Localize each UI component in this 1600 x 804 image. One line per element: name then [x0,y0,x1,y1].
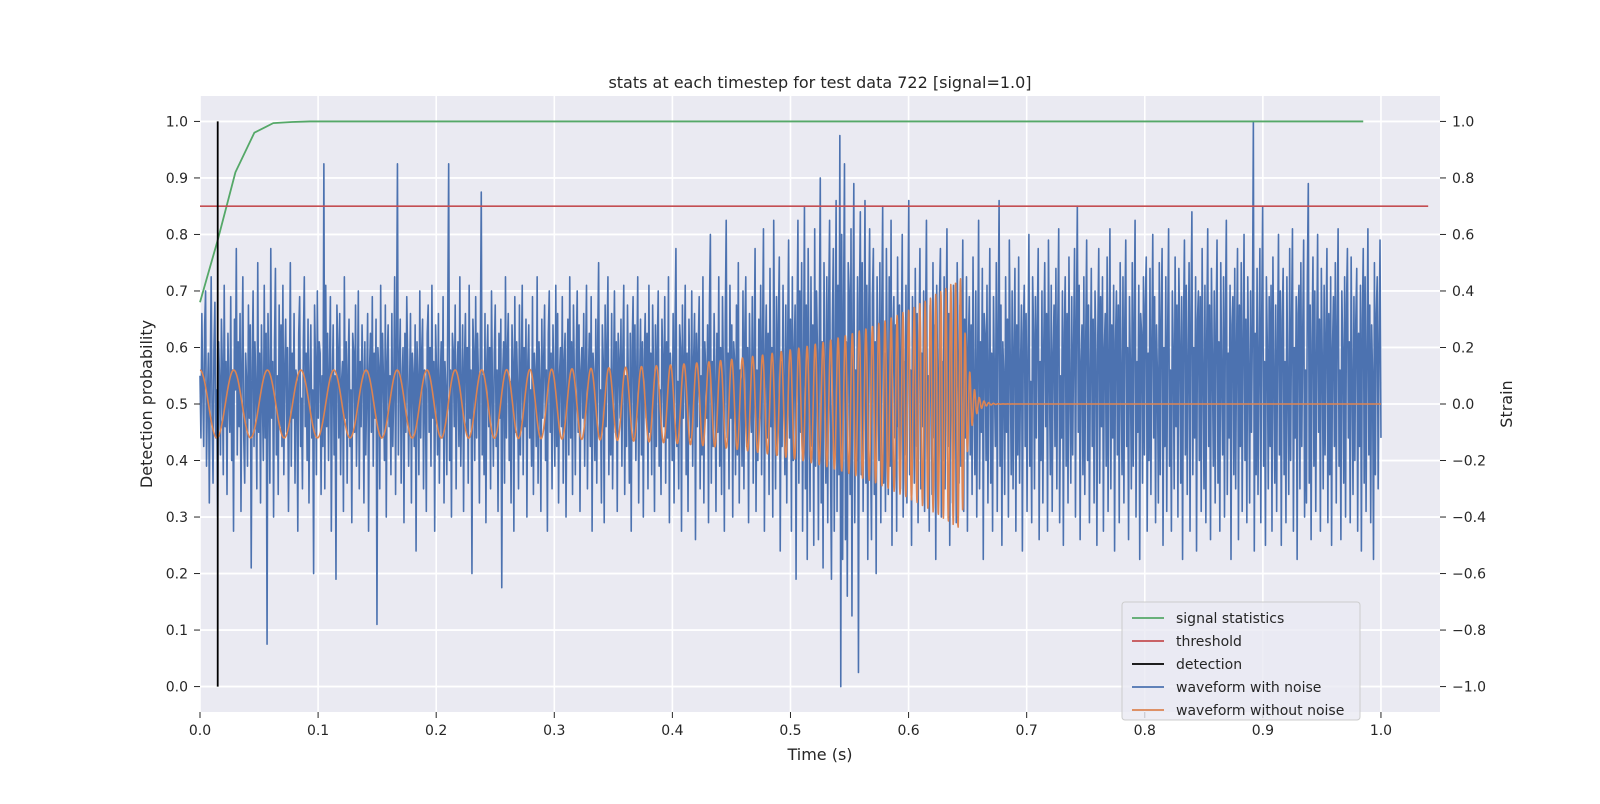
x-tick-label: 1.0 [1370,723,1392,739]
y-tick-label: 0.1 [166,623,188,639]
x-axis-label: Time (s) [786,745,852,764]
x-tick-label: 0.3 [543,723,565,739]
y-tick-label: 0.4 [166,454,188,470]
x-tick-label: 0.0 [189,723,211,739]
series-waveform-without-noise [199,278,1382,528]
legend-label: threshold [1176,634,1242,650]
x-tick-label: 0.1 [307,723,329,739]
y-tick-label: 0.6 [166,340,188,356]
y2-tick-label: 0.4 [1452,284,1474,300]
y2-tick-label: 0.0 [1452,397,1474,413]
y2-tick-label: −0.2 [1452,454,1486,470]
y-tick-label: 0.0 [166,680,188,696]
legend-label: waveform with noise [1176,680,1321,696]
y2-tick-label: 0.2 [1452,340,1474,356]
x-tick-label: 0.5 [779,723,801,739]
y2-tick-label: −0.6 [1452,567,1486,583]
y-tick-label: 0.2 [166,567,188,583]
y-axis-right: −1.0 −0.8 −0.6 −0.4 −0.2 0.0 0.2 0.4 0.6 0.8 1.0 [1440,114,1486,696]
x-tick-label: 0.8 [1134,723,1156,739]
series-signal-statistics [199,120,1364,303]
y-tick-label: 0.7 [166,284,188,300]
x-tick-label: 0.4 [661,723,683,739]
legend: signal statistics threshold detection wavef… [1121,601,1361,721]
legend-label: detection [1176,657,1242,673]
y-tick-label: 0.8 [166,227,188,243]
x-axis: 0.0 0.1 0.2 0.3 0.4 0.5 0.6 0.7 0.8 0.9 1.0 [189,712,1392,739]
y-tick-label: 0.5 [166,397,188,413]
y-axis-left: 0.0 0.1 0.2 0.3 0.4 0.5 0.6 0.7 0.8 0.9 1.0 [166,114,200,696]
series-layer [199,120,1429,688]
series-waveform-with-noise [199,120,1382,688]
legend-label: waveform without noise [1176,703,1344,719]
x-tick-label: 0.9 [1252,723,1274,739]
y-tick-label: 1.0 [166,114,188,130]
x-tick-label: 0.7 [1016,723,1038,739]
y2-axis-label: Strain [1497,380,1516,427]
legend-label: signal statistics [1176,611,1284,627]
y-axis-label: Detection probability [137,320,156,488]
legend-box [1121,601,1361,721]
y2-tick-label: 0.8 [1452,171,1474,187]
y2-tick-label: −0.8 [1452,623,1486,639]
y-tick-label: 0.3 [166,510,188,526]
x-tick-label: 0.6 [897,723,919,739]
y2-tick-label: −0.4 [1452,510,1486,526]
y2-tick-label: −1.0 [1452,680,1486,696]
y2-tick-label: 0.6 [1452,227,1474,243]
y-tick-label: 0.9 [166,171,188,187]
x-tick-label: 0.2 [425,723,447,739]
y2-tick-label: 1.0 [1452,114,1474,130]
chart-title: stats at each timestep for test data 722… [608,73,1031,92]
